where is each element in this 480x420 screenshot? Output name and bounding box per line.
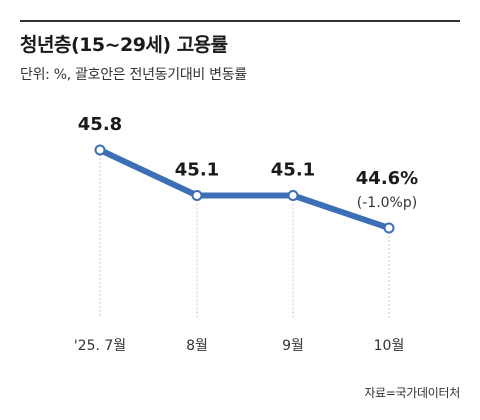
data-point-3 xyxy=(383,222,395,234)
x-tick-label-2: 9월 xyxy=(282,338,304,354)
x-tick-label-3: 10월 xyxy=(374,338,405,354)
source-note: 자료=국가데이터처 xyxy=(364,386,460,400)
data-point-2 xyxy=(287,190,299,201)
chart-subtitle: 단위: %, 괄호안은 전년동기대비 변동률 xyxy=(20,67,247,83)
x-tick-label-0: '25. 7월 xyxy=(74,338,126,354)
data-label-3: 44.6% xyxy=(356,168,418,189)
data-point-1 xyxy=(191,190,203,201)
change-annotation: (-1.0%p) xyxy=(357,195,417,211)
data-label-0: 45.8 xyxy=(78,114,122,135)
series-line xyxy=(97,147,392,231)
x-tick-label-1: 8월 xyxy=(186,338,208,354)
chart-title: 청년층(15~29세) 고용률 xyxy=(20,34,228,56)
top-rule xyxy=(20,20,460,22)
data-point-0 xyxy=(94,144,106,156)
data-label-1: 45.1 xyxy=(175,160,219,181)
data-label-2: 45.1 xyxy=(271,160,315,181)
